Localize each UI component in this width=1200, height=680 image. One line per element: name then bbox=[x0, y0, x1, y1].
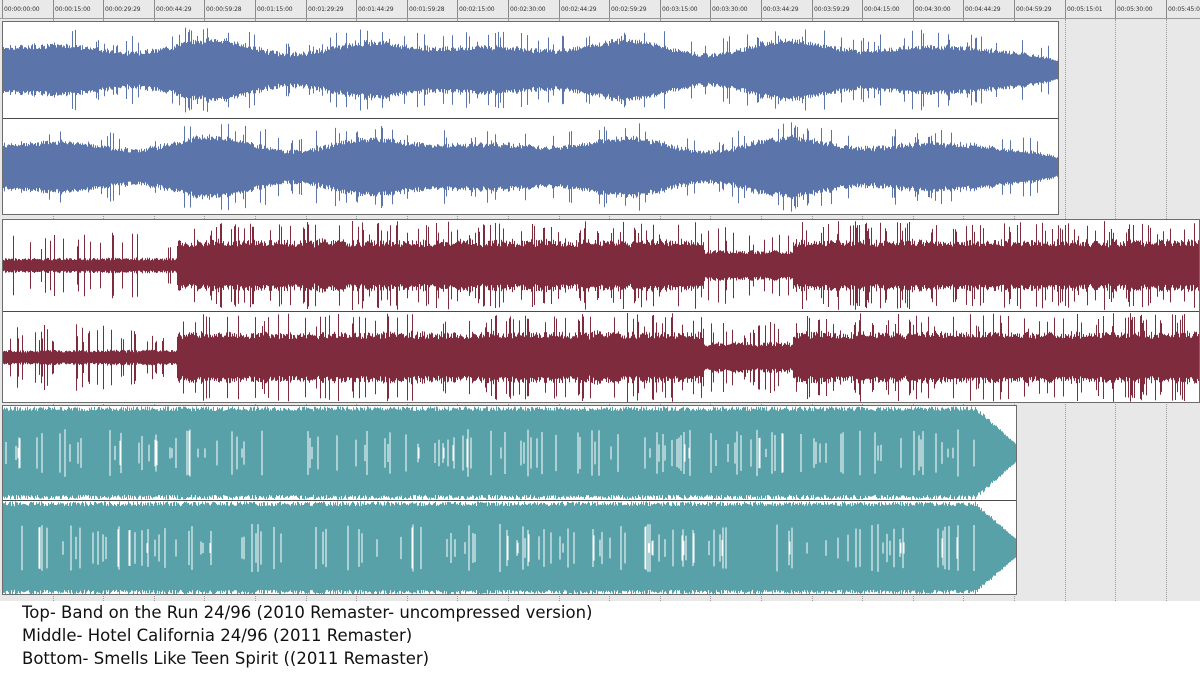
ruler-tick-label: 00:05:30:00 bbox=[1117, 6, 1153, 13]
timeline-ruler[interactable]: 00:00:00:00 00:00:15:00 00:00:29:29 00:00:4… bbox=[0, 0, 1200, 19]
ruler-tick-label: 00:00:59:28 bbox=[206, 6, 242, 13]
channel-divider bbox=[3, 311, 1199, 312]
ruler-tick bbox=[154, 0, 155, 18]
ruler-tick-label: 00:03:59:29 bbox=[814, 6, 850, 13]
ruler-tick bbox=[508, 0, 509, 18]
ruler-tick bbox=[2, 0, 3, 18]
ruler-tick bbox=[761, 0, 762, 18]
channel-right bbox=[3, 501, 1016, 594]
ruler-tick-label: 00:00:44:29 bbox=[156, 6, 192, 13]
ruler-tick bbox=[407, 0, 408, 18]
ruler-tick bbox=[862, 0, 863, 18]
ruler-tick bbox=[204, 0, 205, 18]
ruler-tick bbox=[103, 0, 104, 18]
ruler-tick bbox=[53, 0, 54, 18]
channel-left bbox=[3, 406, 1016, 500]
ruler-tick-label: 00:01:44:29 bbox=[358, 6, 394, 13]
ruler-tick-label: 00:00:15:00 bbox=[55, 6, 91, 13]
ruler-tick-label: 00:02:15:00 bbox=[459, 6, 495, 13]
ruler-tick-label: 00:03:15:00 bbox=[662, 6, 698, 13]
waveform-left bbox=[3, 221, 1199, 310]
waveform-right bbox=[3, 313, 1199, 402]
ruler-tick bbox=[1166, 0, 1167, 18]
ruler-tick bbox=[306, 0, 307, 18]
ruler-tick bbox=[1014, 0, 1015, 18]
clip-hotel-california[interactable] bbox=[2, 219, 1200, 403]
ruler-tick-label: 00:00:00:00 bbox=[4, 6, 40, 13]
caption-top: Top- Band on the Run 24/96 (2010 Remaste… bbox=[22, 603, 593, 622]
ruler-tick-label: 00:04:59:29 bbox=[1016, 6, 1052, 13]
channel-right bbox=[3, 312, 1199, 402]
ruler-tick bbox=[660, 0, 661, 18]
ruler-tick-label: 00:03:44:29 bbox=[763, 6, 799, 13]
ruler-tick bbox=[609, 0, 610, 18]
ruler-tick-label: 00:05:15:01 bbox=[1067, 6, 1103, 13]
ruler-tick-label: 00:04:30:00 bbox=[915, 6, 951, 13]
ruler-tick-label: 00:02:59:29 bbox=[611, 6, 647, 13]
caption-bottom: Bottom- Smells Like Teen Spirit ((2011 R… bbox=[22, 649, 430, 668]
channel-divider bbox=[3, 118, 1058, 119]
channel-divider bbox=[3, 500, 1016, 501]
clip-smells-like-teen-spirit[interactable] bbox=[2, 405, 1017, 595]
ruler-tick bbox=[1115, 0, 1116, 18]
caption-middle: Middle- Hotel California 24/96 (2011 Rem… bbox=[22, 626, 413, 645]
ruler-tick bbox=[559, 0, 560, 18]
clip-band-on-the-run[interactable] bbox=[2, 21, 1059, 215]
waveform-right bbox=[3, 122, 1058, 212]
channel-left bbox=[3, 220, 1199, 311]
waveform-left bbox=[3, 27, 1058, 113]
ruler-tick bbox=[255, 0, 256, 18]
ruler-tick bbox=[457, 0, 458, 18]
ruler-tick-label: 00:03:30:00 bbox=[712, 6, 748, 13]
waveform-left bbox=[3, 406, 1016, 500]
ruler-tick-label: 00:01:29:29 bbox=[308, 6, 344, 13]
ruler-tick-label: 00:05:45:0 bbox=[1168, 6, 1200, 13]
channel-left bbox=[3, 22, 1058, 118]
caption-block: Top- Band on the Run 24/96 (2010 Remaste… bbox=[22, 601, 1182, 670]
ruler-tick bbox=[356, 0, 357, 18]
ruler-tick bbox=[812, 0, 813, 18]
channel-right bbox=[3, 119, 1058, 214]
ruler-tick bbox=[913, 0, 914, 18]
waveform-editor[interactable] bbox=[0, 19, 1200, 601]
ruler-tick bbox=[1065, 0, 1066, 18]
ruler-tick-label: 00:02:44:29 bbox=[561, 6, 597, 13]
waveform-right bbox=[3, 501, 1016, 594]
ruler-tick-label: 00:02:30:00 bbox=[510, 6, 546, 13]
ruler-tick-label: 00:01:59:28 bbox=[409, 6, 445, 13]
ruler-tick bbox=[963, 0, 964, 18]
ruler-tick-label: 00:04:15:00 bbox=[864, 6, 900, 13]
ruler-tick-label: 00:00:29:29 bbox=[105, 6, 141, 13]
ruler-tick-label: 00:04:44:29 bbox=[965, 6, 1001, 13]
ruler-tick-label: 00:01:15:00 bbox=[257, 6, 293, 13]
ruler-tick bbox=[710, 0, 711, 18]
